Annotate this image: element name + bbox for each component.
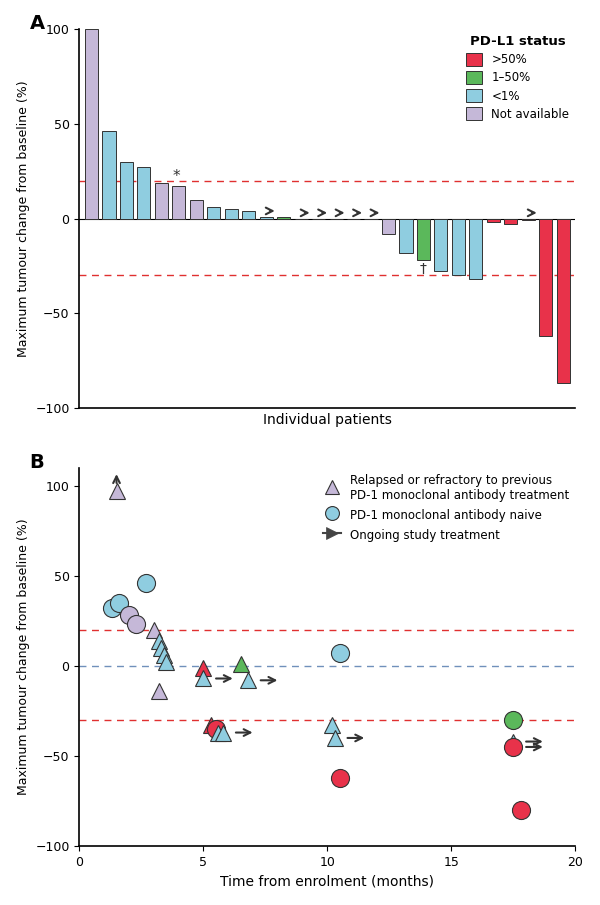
Bar (417, 218, 430, 260)
Bar (85, 29, 98, 218)
X-axis label: Individual patients: Individual patients (263, 414, 392, 427)
Text: A: A (30, 14, 45, 33)
Bar (539, 218, 552, 336)
Bar (242, 211, 256, 218)
Bar (260, 216, 273, 218)
Bar (382, 218, 395, 233)
Bar (207, 207, 220, 218)
Text: B: B (30, 452, 44, 472)
Text: *: * (172, 168, 180, 184)
Bar (557, 218, 570, 383)
Bar (452, 218, 465, 275)
Bar (434, 218, 448, 272)
Bar (225, 209, 238, 218)
Bar (469, 218, 482, 279)
Bar (487, 218, 500, 223)
Bar (521, 218, 535, 221)
X-axis label: Time from enrolment (months): Time from enrolment (months) (220, 874, 434, 889)
Bar (504, 218, 517, 224)
Legend: >50%, 1–50%, <1%, Not available: >50%, 1–50%, <1%, Not available (466, 35, 569, 120)
Text: †: † (420, 262, 427, 276)
Bar (103, 131, 116, 218)
Bar (137, 167, 151, 218)
Bar (400, 218, 413, 252)
Y-axis label: Maximum tumour change from baseline (%): Maximum tumour change from baseline (%) (17, 81, 29, 357)
Y-axis label: Maximum tumour change from baseline (%): Maximum tumour change from baseline (%) (17, 519, 29, 795)
Legend: Relapsed or refractory to previous
PD-1 monoclonal antibody treatment, PD-1 mono: Relapsed or refractory to previous PD-1 … (323, 473, 569, 542)
Bar (155, 183, 168, 218)
Bar (172, 186, 185, 218)
Bar (120, 162, 133, 218)
Bar (277, 216, 290, 218)
Bar (190, 200, 203, 218)
